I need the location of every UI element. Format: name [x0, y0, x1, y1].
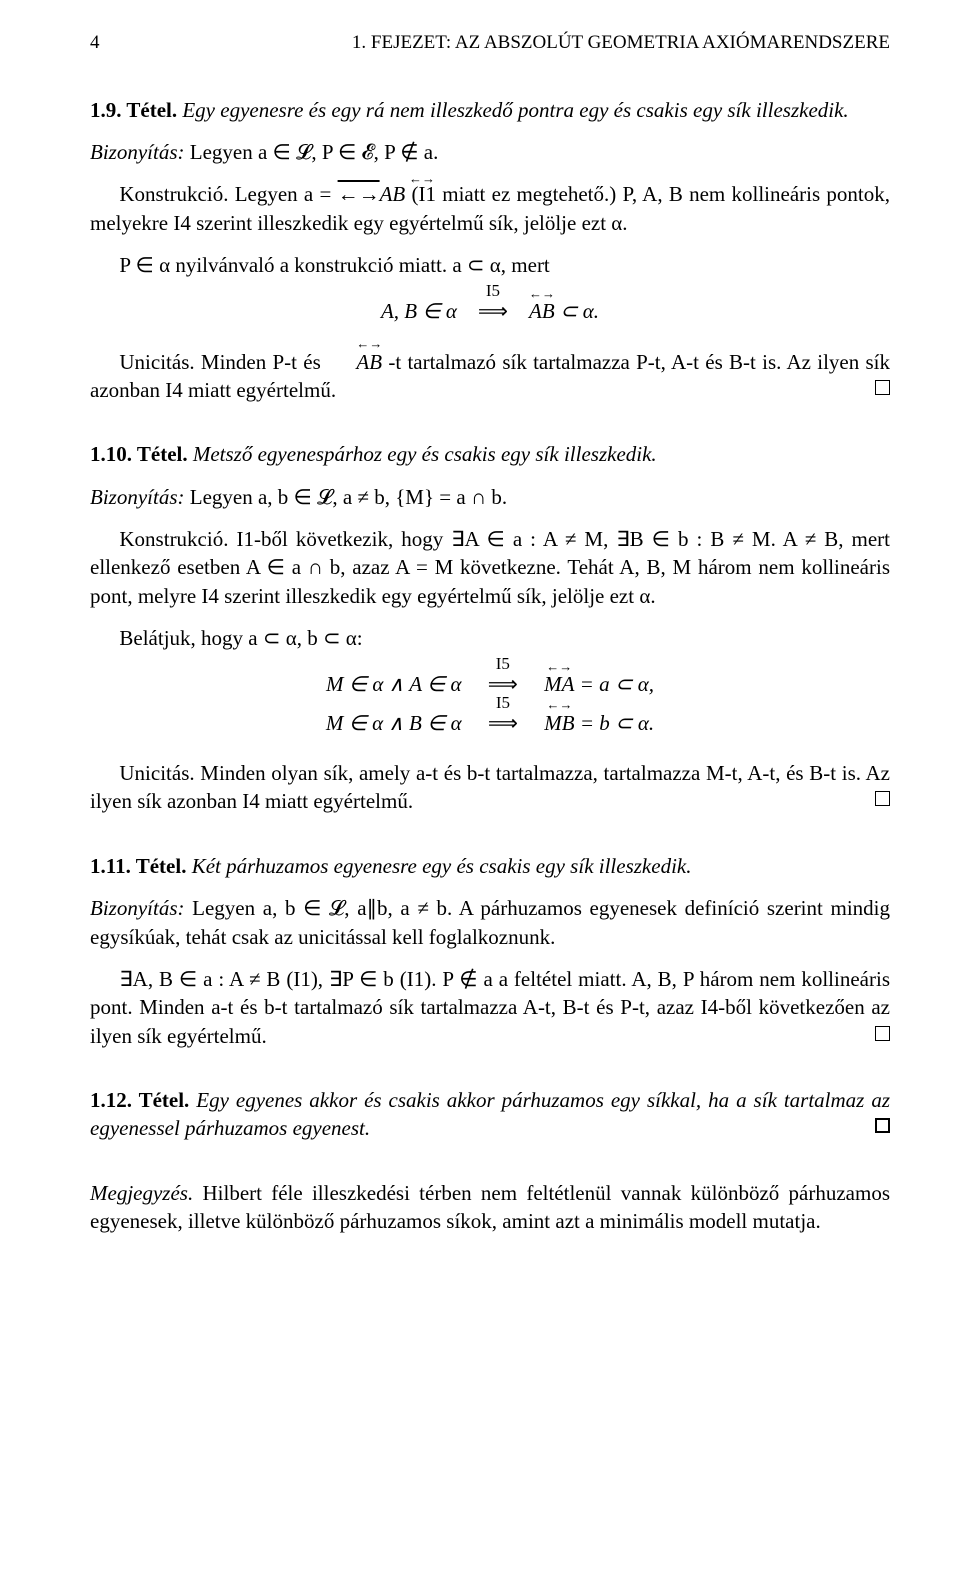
- proof-1-10-line3: Belátjuk, hogy a ⊂ α, b ⊂ α:: [90, 624, 890, 652]
- ab-text-2: AB: [356, 350, 382, 374]
- theorem-statement: Két párhuzamos egyenesre egy és csakis e…: [192, 854, 692, 878]
- proof-text: Konstrukció. I1-ből következik, hogy ∃A …: [90, 527, 890, 608]
- theorem-1-11: 1.11. Tétel. Két párhuzamos egyenesre eg…: [90, 852, 890, 880]
- overline-MB: ←→ MB: [544, 709, 574, 737]
- theorem-statement: Egy egyenes akkor és csakis akkor párhuz…: [90, 1088, 890, 1140]
- overline-MA: ←→ MA: [544, 670, 574, 698]
- remark-label: Megjegyzés.: [90, 1181, 193, 1205]
- theorem-statement: Metsző egyenespárhoz egy és csakis egy s…: [193, 442, 657, 466]
- implies-I5-b: I5 ⟹: [488, 709, 518, 737]
- overline-AB-2: ←→AB: [327, 348, 382, 376]
- proof-1-10-line2: Konstrukció. I1-ből következik, hogy ∃A …: [90, 525, 890, 610]
- qed-box-icon: [875, 1026, 890, 1041]
- proof-1-10-line1: Bizonyítás: Legyen a, b ∈ 𝓛, a ≠ b, {M} …: [90, 483, 890, 511]
- eq-row-2: M ∈ α ∧ B ∈ α I5 ⟹ ←→ MB = b ⊂ α.: [90, 709, 890, 737]
- proof-text: P ∈ α nyilvánvaló a konstrukció miatt. a…: [119, 253, 549, 277]
- page: 4 1. FEJEZET: AZ ABSZOLÚT GEOMETRIA AXIÓ…: [0, 0, 960, 1570]
- theorem-label: 1.11. Tétel.: [90, 854, 186, 878]
- implies-I5: I5 ⟹: [478, 297, 508, 325]
- proof-text: Legyen a, b ∈ 𝓛, a∥b, a ≠ b. A párhuzamo…: [90, 896, 890, 948]
- proof-label: Bizonyítás:: [90, 896, 185, 920]
- proof-1-9-line2: Konstrukció. Legyen a = ←→←→AB (I1 miatt…: [90, 180, 890, 237]
- qed-box-icon: [875, 791, 890, 806]
- theorem-1-12: 1.12. Tétel. Egy egyenes akkor és csakis…: [90, 1086, 890, 1143]
- display-eq-2: M ∈ α ∧ A ∈ α I5 ⟹ ←→ MA = a ⊂ α, M ∈ α …: [90, 670, 890, 737]
- proof-label: Bizonyítás:: [90, 140, 185, 164]
- proof-text: ∃A, B ∈ a : A ≠ B (I1), ∃P ∈ b (I1). P ∉…: [90, 967, 890, 1048]
- axiom-label: I5: [478, 280, 508, 303]
- chapter-title: 1. FEJEZET: AZ ABSZOLÚT GEOMETRIA AXIÓMA…: [352, 30, 890, 56]
- proof-1-11-line2: ∃A, B ∈ a : A ≠ B (I1), ∃P ∈ b (I1). P ∉…: [90, 965, 890, 1050]
- theorem-label: 1.10. Tétel.: [90, 442, 188, 466]
- axiom-label: I5: [488, 653, 518, 676]
- overline-AB-eq: ←→ AB: [529, 297, 555, 325]
- remark: Megjegyzés. Hilbert féle illeszkedési té…: [90, 1179, 890, 1236]
- qed-framed-box-icon: [875, 1118, 890, 1133]
- proof-text: Legyen a, b ∈ 𝓛, a ≠ b, {M} = a ∩ b.: [190, 485, 507, 509]
- theorem-1-10: 1.10. Tétel. Metsző egyenespárhoz egy és…: [90, 440, 890, 468]
- theorem-label: 1.9. Tétel.: [90, 98, 177, 122]
- proof-1-9-line3: P ∈ α nyilvánvaló a konstrukció miatt. a…: [90, 251, 890, 279]
- remark-text: Hilbert féle illeszkedési térben nem fel…: [90, 1181, 890, 1233]
- running-head: 4 1. FEJEZET: AZ ABSZOLÚT GEOMETRIA AXIÓ…: [90, 30, 890, 56]
- axiom-label: I5: [488, 692, 518, 715]
- proof-text: Unicitás. Minden olyan sík, amely a-t és…: [90, 761, 890, 813]
- line-AB: ←→: [338, 182, 380, 206]
- qed-box-icon: [875, 380, 890, 395]
- proof-label: Bizonyítás:: [90, 485, 185, 509]
- theorem-1-9: 1.9. Tétel. Egy egyenesre és egy rá nem …: [90, 96, 890, 124]
- proof-1-10-line4: Unicitás. Minden olyan sík, amely a-t és…: [90, 759, 890, 816]
- proof-text: Konstrukció. Legyen a =: [119, 182, 337, 206]
- page-number: 4: [90, 30, 100, 56]
- proof-text: Belátjuk, hogy a ⊂ α, b ⊂ α:: [119, 626, 362, 650]
- proof-1-11-line1: Bizonyítás: Legyen a, b ∈ 𝓛, a∥b, a ≠ b.…: [90, 894, 890, 951]
- theorem-statement: Egy egyenesre és egy rá nem illeszkedő p…: [182, 98, 848, 122]
- eq-left: A, B ∈ α: [381, 299, 457, 323]
- proof-text: Legyen a ∈ 𝓛, P ∈ 𝓔, P ∉ a.: [190, 140, 439, 164]
- theorem-label: 1.12. Tétel.: [90, 1088, 189, 1112]
- display-eq-1: A, B ∈ α I5 ⟹ ←→ AB ⊂ α.: [90, 297, 890, 325]
- proof-text: Unicitás. Minden P-t és: [119, 350, 327, 374]
- proof-1-9-line1: Bizonyítás: Legyen a ∈ 𝓛, P ∈ 𝓔, P ∉ a.: [90, 138, 890, 166]
- overline-AB: ←→AB: [380, 182, 406, 206]
- proof-1-9-line4: Unicitás. Minden P-t és ←→AB -t tartalma…: [90, 348, 890, 405]
